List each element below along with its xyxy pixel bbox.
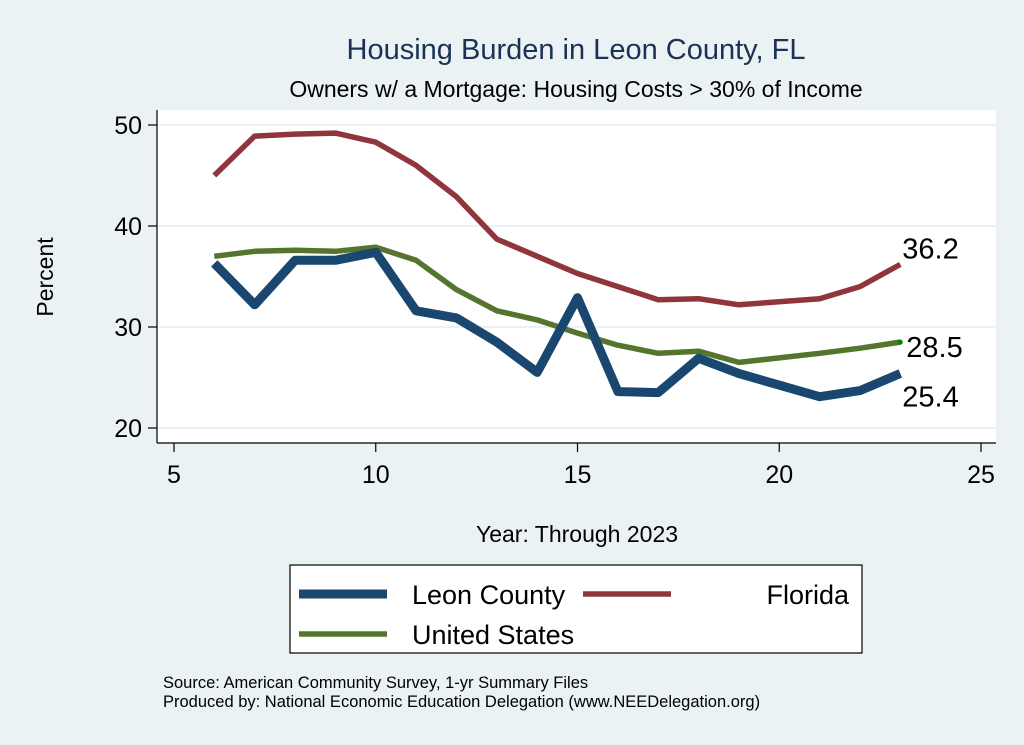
legend-item-florida: Florida [583, 580, 850, 610]
chart-title: Housing Burden in Leon County, FL [347, 34, 806, 66]
grid-lines [158, 124, 996, 429]
end-marker [897, 339, 903, 345]
series-lines [211, 130, 903, 402]
y-tick-label: 30 [114, 314, 142, 342]
legend-box [289, 564, 863, 654]
y-axis-ticks: 20 30 40 50 [114, 112, 157, 443]
x-tick-label: 5 [167, 461, 181, 489]
legend-label: Leon County [412, 580, 566, 610]
legend-label: United States [412, 620, 574, 650]
end-label-florida: 36.2 [902, 233, 958, 265]
y-tick-label: 20 [114, 415, 142, 443]
legend-item-united-states: United States [299, 620, 574, 650]
x-tick-label: 20 [765, 461, 793, 489]
x-tick-label: 10 [362, 461, 390, 489]
end-label-leon-county: 25.4 [902, 381, 958, 413]
y-tick-label: 40 [114, 213, 142, 241]
legend-label: Florida [766, 580, 850, 610]
x-tick-label: 25 [967, 461, 995, 489]
end-label-united-states: 28.5 [906, 332, 962, 364]
y-tick-label: 50 [114, 112, 142, 140]
end-labels: 25.4 36.2 28.5 [902, 233, 962, 413]
x-axis-ticks: 5 10 15 20 25 [167, 443, 995, 489]
chart-subtitle: Owners w/ a Mortgage: Housing Costs > 30… [289, 76, 862, 102]
y-axis-label: Percent [32, 237, 58, 317]
x-tick-label: 15 [564, 461, 592, 489]
legend: Leon County Florida United States [299, 580, 850, 650]
source-note: Source: American Community Survey, 1-yr … [163, 674, 588, 692]
producer-note: Produced by: National Economic Education… [163, 693, 760, 711]
x-axis-label: Year: Through 2023 [476, 521, 678, 547]
legend-item-leon-county: Leon County [299, 580, 566, 610]
